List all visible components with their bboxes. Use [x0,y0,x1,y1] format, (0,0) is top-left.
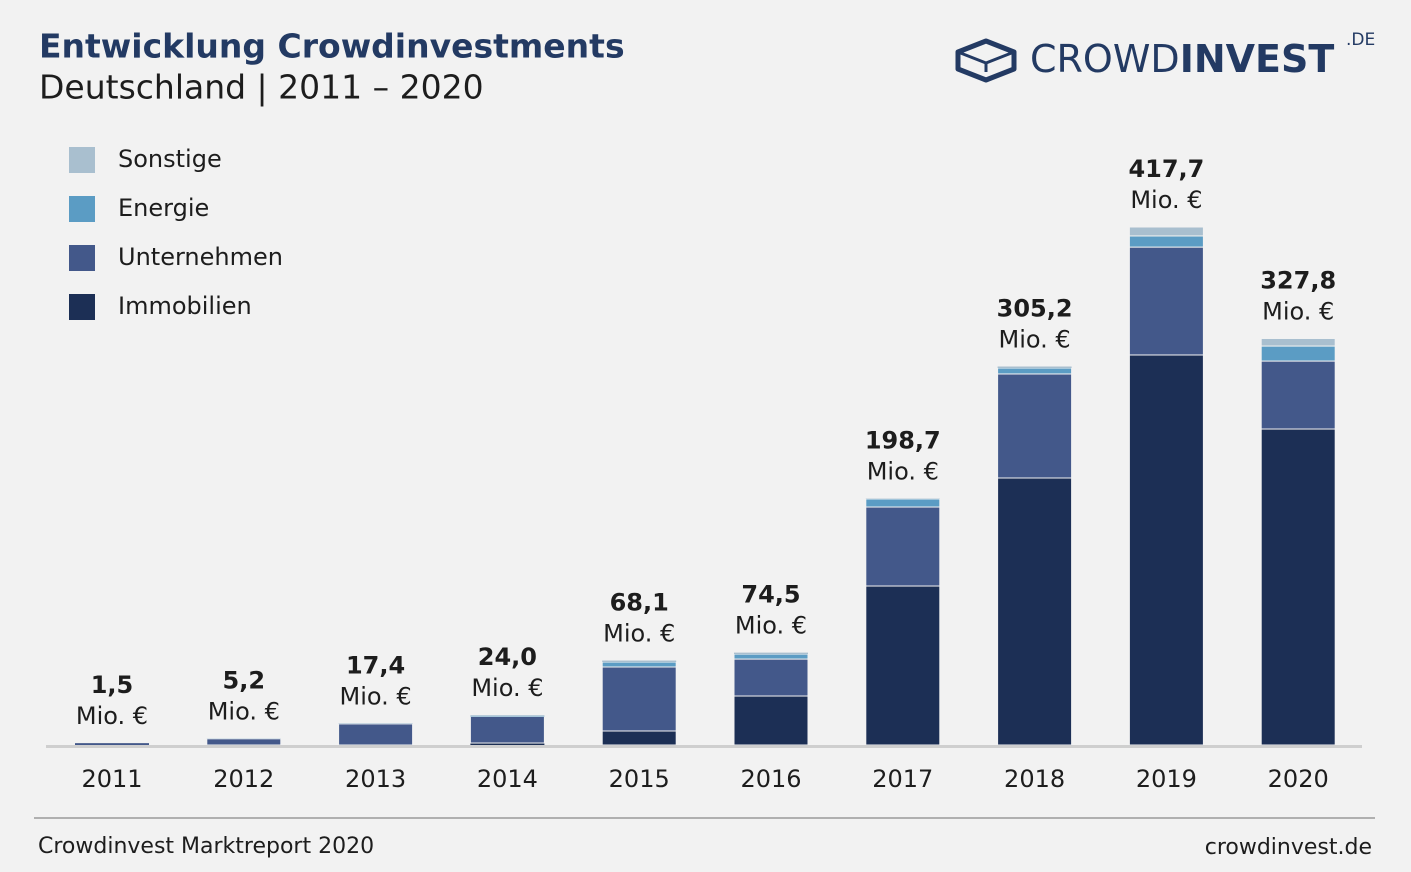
x-tick-label: 2016 [740,765,801,793]
unit-label: Mio. € [603,620,675,648]
bar-segment [734,652,808,655]
x-tick-label: 2013 [345,765,406,793]
x-tick-label: 2017 [872,765,933,793]
legend-swatch [69,245,95,271]
bar-segment [1128,226,1204,237]
total-label: 68,1 [610,589,669,617]
legend-label: Energie [118,194,209,222]
bar-segment [865,506,941,587]
legend-swatch [69,196,95,222]
unit-label: Mio. € [1130,186,1202,214]
bar-segment [997,477,1073,746]
legend-label: Immobilien [118,292,252,320]
x-tick-label: 2019 [1136,765,1197,793]
bar-segment [470,743,545,745]
total-label: 327,8 [1260,266,1336,294]
bar-segment [338,723,414,746]
bar-segment [1260,360,1336,430]
logo-icon [955,38,1017,83]
x-tick-label: 2015 [609,765,670,793]
bar-segment [865,498,941,508]
bar-segment [1260,428,1336,746]
legend-label: Unternehmen [118,243,283,271]
bar-segment [1128,354,1204,746]
total-label: 198,7 [865,427,941,455]
total-label: 1,5 [91,671,134,699]
bar-segment [75,743,149,745]
chart-title: Entwicklung Crowdinvestments [39,27,625,66]
unit-label: Mio. € [999,326,1071,354]
bar-segment [1128,235,1204,248]
x-tick-label: 2014 [477,765,538,793]
logo-light: CROWD [1030,37,1180,81]
footer-left: Crowdinvest Marktreport 2020 [38,834,374,859]
bar-segment [733,653,809,660]
logo-bold: INVEST [1180,37,1335,81]
chart-subtitle: Deutschland | 2011 – 2020 [39,68,484,107]
bar-segment [865,585,941,746]
x-tick-label: 2018 [1004,765,1065,793]
footer-right: crowdinvest.de [1205,835,1372,860]
bar-segment [206,738,282,746]
x-tick-label: 2020 [1268,765,1329,793]
bar-segment [997,366,1072,369]
unit-label: Mio. € [1262,297,1334,325]
bar-segment [601,730,677,746]
bar-segment [997,367,1073,375]
total-label: 74,5 [741,581,800,609]
unit-label: Mio. € [471,674,543,702]
unit-label: Mio. € [340,682,412,710]
bar-segment [733,658,809,697]
total-label: 305,2 [997,295,1073,323]
logo-text: CROWDINVEST [1030,37,1334,81]
unit-label: Mio. € [735,612,807,640]
legend-swatch [69,294,95,320]
total-label: 417,7 [1128,155,1204,183]
bar-segment [1260,337,1336,347]
x-tick-label: 2011 [81,765,142,793]
total-label: 5,2 [223,667,266,695]
legend-label: Sonstige [118,145,222,173]
x-tick-label: 2012 [213,765,274,793]
unit-label: Mio. € [867,458,939,486]
legend-swatch [69,147,95,173]
bar-segment [997,373,1073,479]
bar-segment [469,715,545,744]
bar-segment [1260,345,1336,362]
logo-suffix: .DE [1346,30,1375,50]
unit-label: Mio. € [76,702,148,730]
total-label: 24,0 [478,643,537,671]
bar-segment [470,715,545,717]
bar-segment [601,661,677,668]
bar-segment [601,666,677,732]
unit-label: Mio. € [208,698,280,726]
bar-segment [733,695,809,746]
bar-segment [602,660,677,663]
bar-segment [1128,246,1204,356]
total-label: 17,4 [346,651,405,679]
